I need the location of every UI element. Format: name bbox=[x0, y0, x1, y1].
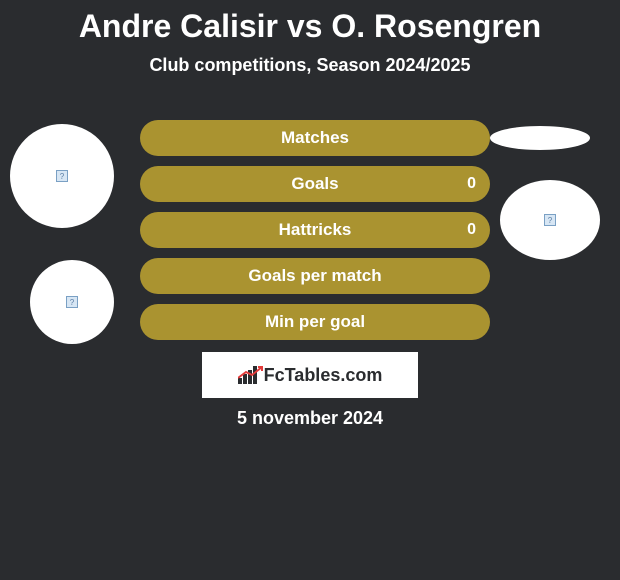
stat-bar-matches: Matches bbox=[140, 120, 490, 156]
stat-bar-gpm: Goals per match bbox=[140, 258, 490, 294]
stat-bar-goals: Goals 0 bbox=[140, 166, 490, 202]
placeholder-icon: ? bbox=[66, 296, 78, 308]
stat-right-value: 0 bbox=[467, 175, 476, 193]
date-text: 5 november 2024 bbox=[237, 408, 383, 428]
placeholder-icon: ? bbox=[56, 170, 68, 182]
stat-label: Matches bbox=[281, 128, 349, 148]
stat-right-value: 0 bbox=[467, 221, 476, 239]
stat-label: Goals per match bbox=[248, 266, 381, 286]
stat-bar-hattricks: Hattricks 0 bbox=[140, 212, 490, 248]
brand-chart-icon bbox=[238, 366, 260, 384]
brand-arrow-icon bbox=[238, 366, 264, 380]
player-left-avatar-1: ? bbox=[10, 124, 114, 228]
brand-badge: FcTables.com bbox=[202, 352, 418, 398]
stat-label: Hattricks bbox=[279, 220, 352, 240]
title-text: Andre Calisir vs O. Rosengren bbox=[79, 8, 541, 44]
player-right-ellipse bbox=[490, 126, 590, 150]
page-title: Andre Calisir vs O. Rosengren bbox=[0, 0, 620, 45]
stat-label: Min per goal bbox=[265, 312, 365, 332]
stat-bar-mpg: Min per goal bbox=[140, 304, 490, 340]
player-right-avatar: ? bbox=[500, 180, 600, 260]
brand-text: FcTables.com bbox=[264, 365, 383, 386]
snapshot-date: 5 november 2024 bbox=[0, 408, 620, 429]
subtitle-text: Club competitions, Season 2024/2025 bbox=[149, 55, 470, 75]
stat-label: Goals bbox=[291, 174, 338, 194]
page-subtitle: Club competitions, Season 2024/2025 bbox=[0, 55, 620, 76]
placeholder-icon: ? bbox=[544, 214, 556, 226]
stat-bars: Matches Goals 0 Hattricks 0 Goals per ma… bbox=[140, 120, 490, 350]
player-left-avatar-2: ? bbox=[30, 260, 114, 344]
